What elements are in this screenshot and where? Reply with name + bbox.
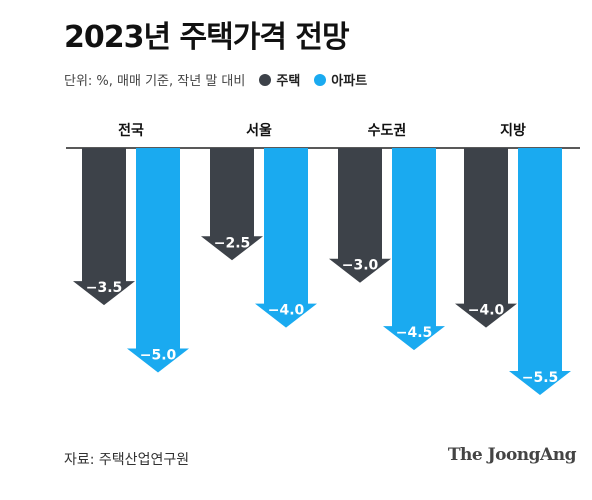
category-label: 서울 [246,122,272,139]
legend-apartment: 아파트 [314,70,367,89]
value-label: −3.0 [342,258,379,274]
unit-note: 단위: %, 매매 기준, 작년 말 대비 [64,74,246,89]
source-note: 자료: 주택산업연구원 [64,452,190,468]
bar-arrow [509,148,571,395]
legend-housing: 주택 [259,70,300,89]
legend-apartment-label: 아파트 [331,74,368,89]
legend-apartment-swatch [314,73,327,86]
value-label: −3.5 [86,280,123,296]
bar-arrow [127,148,189,373]
legend-housing-label: 주택 [276,74,301,89]
value-label: −4.5 [396,325,433,341]
bar-arrow [455,148,517,328]
value-label: −5.5 [522,370,559,386]
bar-arrow [329,148,391,283]
chart-meta: 단위: %, 매매 기준, 작년 말 대비 주택 아파트 [64,70,367,89]
category-label: 전국 [118,122,144,139]
brand-logo: The JoongAng [447,445,577,465]
bar-arrow [383,148,445,351]
bar-arrow [73,148,135,306]
value-label: −4.0 [468,303,505,319]
bar-arrow [201,148,263,261]
value-label: −5.0 [140,348,177,364]
legend-housing-swatch [259,73,272,86]
value-label: −4.0 [268,303,305,319]
chart-title: 2023년 주택가격 전망 [64,20,350,55]
value-label: −2.5 [214,235,251,251]
category-label: 지방 [500,122,526,139]
category-label: 수도권 [368,123,407,139]
chart-plot: 전국 −3.5 −5.0 서울 −2.5 −4.0 수도권 −3.0 −4.5 지방 −4.0 −5.… [66,122,580,395]
bar-arrow [255,148,317,328]
